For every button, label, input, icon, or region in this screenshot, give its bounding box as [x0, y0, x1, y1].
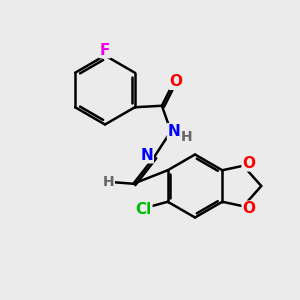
- Text: N: N: [167, 124, 180, 139]
- Text: O: O: [242, 156, 255, 171]
- Text: N: N: [140, 148, 153, 163]
- Text: H: H: [181, 130, 192, 144]
- Text: O: O: [242, 201, 255, 216]
- Text: O: O: [169, 74, 182, 89]
- Text: Cl: Cl: [136, 202, 152, 217]
- Text: H: H: [103, 175, 114, 189]
- Text: F: F: [100, 43, 110, 58]
